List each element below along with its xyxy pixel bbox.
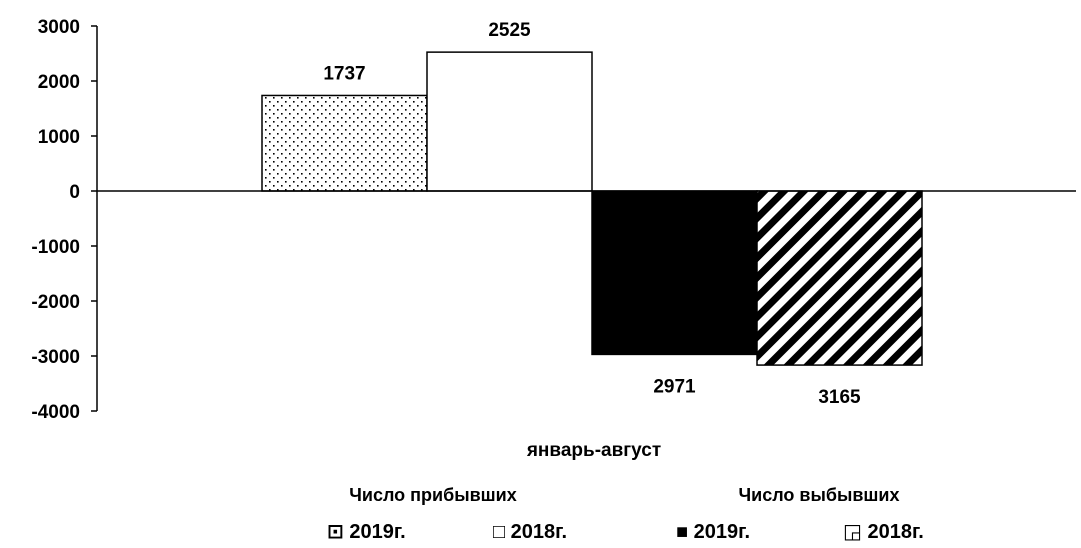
bar <box>426 51 593 192</box>
bars <box>97 51 1076 366</box>
y-tick-label: -3000 <box>31 347 80 368</box>
y-tick-label: -2000 <box>31 292 80 313</box>
legend-label: 2019г. <box>694 521 750 543</box>
legend-item: ■ 2019г. <box>676 521 750 543</box>
data-labels: 1737 2525 2971 3165 <box>323 20 861 408</box>
group-label-arrivals: Число прибывших <box>349 485 516 505</box>
data-label: 2971 <box>653 376 696 397</box>
legend-marker-icon: ■ <box>676 521 694 543</box>
legend: ⊡ 2019г. □ 2018г. ■ 2019г. ◲ 2018г. <box>327 521 924 543</box>
y-tick-label: 3000 <box>38 17 80 38</box>
bar <box>591 190 758 356</box>
bar <box>261 94 428 192</box>
x-axis-title: январь-август <box>526 440 661 461</box>
y-tick-label: 1000 <box>38 127 80 148</box>
y-tick-label: 2000 <box>38 72 80 93</box>
legend-label: 2019г. <box>349 521 405 543</box>
legend-marker-icon: ◲ <box>843 521 867 543</box>
legend-item: ◲ 2018г. <box>843 521 924 543</box>
y-tick-label: -4000 <box>31 402 80 423</box>
legend-item: ⊡ 2019г. <box>327 521 406 543</box>
data-label: 1737 <box>323 63 365 84</box>
data-label: 3165 <box>818 387 861 408</box>
legend-label: 2018г. <box>867 521 923 543</box>
y-tick-label: 0 <box>69 182 80 203</box>
legend-marker-icon: □ <box>493 521 511 543</box>
legend-marker-icon: ⊡ <box>327 521 349 543</box>
y-tick-label: -1000 <box>31 237 80 258</box>
group-label-departures: Число выбывших <box>739 485 900 505</box>
legend-item: □ 2018г. <box>493 521 567 543</box>
y-axis: 3000 2000 1000 0 -1000 -2000 -3000 -4000 <box>31 17 98 423</box>
bar <box>756 190 923 366</box>
legend-label: 2018г. <box>511 521 567 543</box>
data-label: 2525 <box>488 20 531 41</box>
